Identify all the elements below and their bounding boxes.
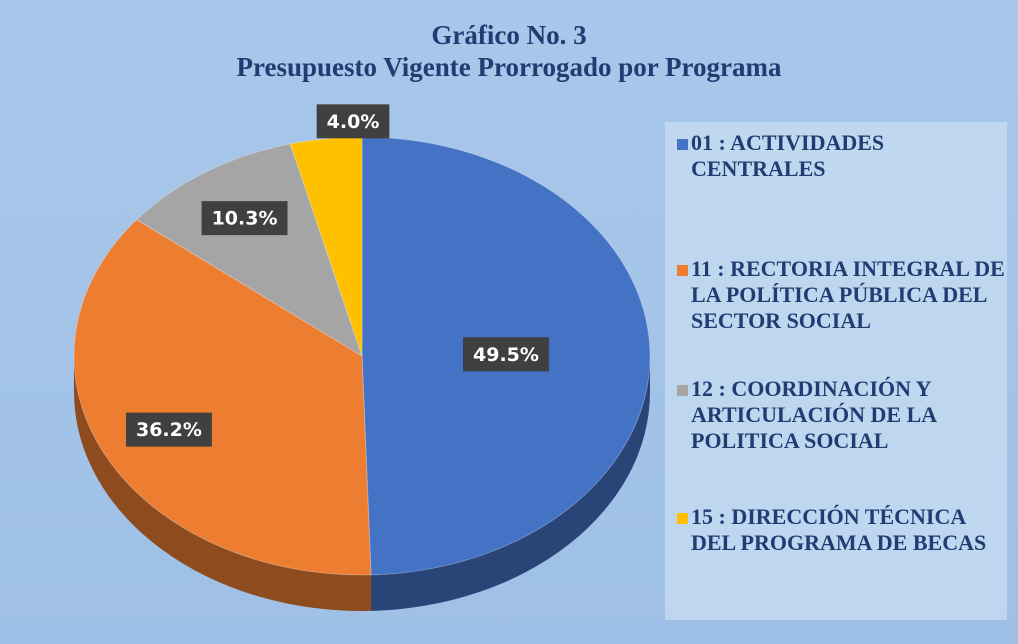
legend-entry: 15 : DIRECCIÓN TÉCNICA DEL PROGRAMA DE B… bbox=[677, 504, 1011, 556]
data-label-box bbox=[463, 337, 549, 372]
legend-label: 15 : DIRECCIÓN TÉCNICA DEL PROGRAMA DE B… bbox=[691, 504, 987, 555]
legend-label: 01 : ACTIVIDADES CENTRALES bbox=[691, 130, 885, 181]
pie-side bbox=[74, 356, 372, 611]
chart-title: Gráfico No. 3 bbox=[431, 20, 586, 50]
pie-slice bbox=[73, 218, 372, 576]
data-label: 49.5% bbox=[463, 337, 549, 372]
chart-subtitle: Presupuesto Vigente Prorrogado por Progr… bbox=[237, 52, 782, 82]
data-label-text: 4.0% bbox=[327, 111, 380, 133]
data-label: 36.2% bbox=[125, 412, 212, 447]
pie-side bbox=[371, 356, 650, 611]
legend-entry: 01 : ACTIVIDADES CENTRALES bbox=[677, 130, 1011, 182]
legend-swatch bbox=[677, 265, 688, 276]
legend-swatch bbox=[677, 513, 688, 524]
data-label: 4.0% bbox=[316, 104, 390, 139]
data-label: 10.3% bbox=[201, 201, 288, 236]
legend-swatch bbox=[677, 385, 688, 396]
data-label-box bbox=[125, 412, 212, 447]
legend: 01 : ACTIVIDADES CENTRALES 11 : RECTORIA … bbox=[665, 122, 1007, 620]
legend-label: 11 : RECTORIA INTEGRAL DE LA POLÍTICA PÚ… bbox=[691, 256, 1005, 333]
legend-entry: 11 : RECTORIA INTEGRAL DE LA POLÍTICA PÚ… bbox=[677, 256, 1011, 334]
data-label-text: 36.2% bbox=[136, 419, 202, 441]
legend-entry: 12 : COORDINACIÓN Y ARTICULACIÓN DE LA P… bbox=[677, 376, 1011, 454]
data-label-box bbox=[201, 201, 288, 236]
legend-swatch bbox=[677, 139, 688, 150]
pie-slice bbox=[135, 143, 363, 358]
data-label-text: 49.5% bbox=[473, 344, 539, 366]
legend-label: 12 : COORDINACIÓN Y ARTICULACIÓN DE LA P… bbox=[691, 376, 936, 453]
data-label-text: 10.3% bbox=[212, 208, 278, 230]
data-label-box bbox=[316, 104, 390, 139]
